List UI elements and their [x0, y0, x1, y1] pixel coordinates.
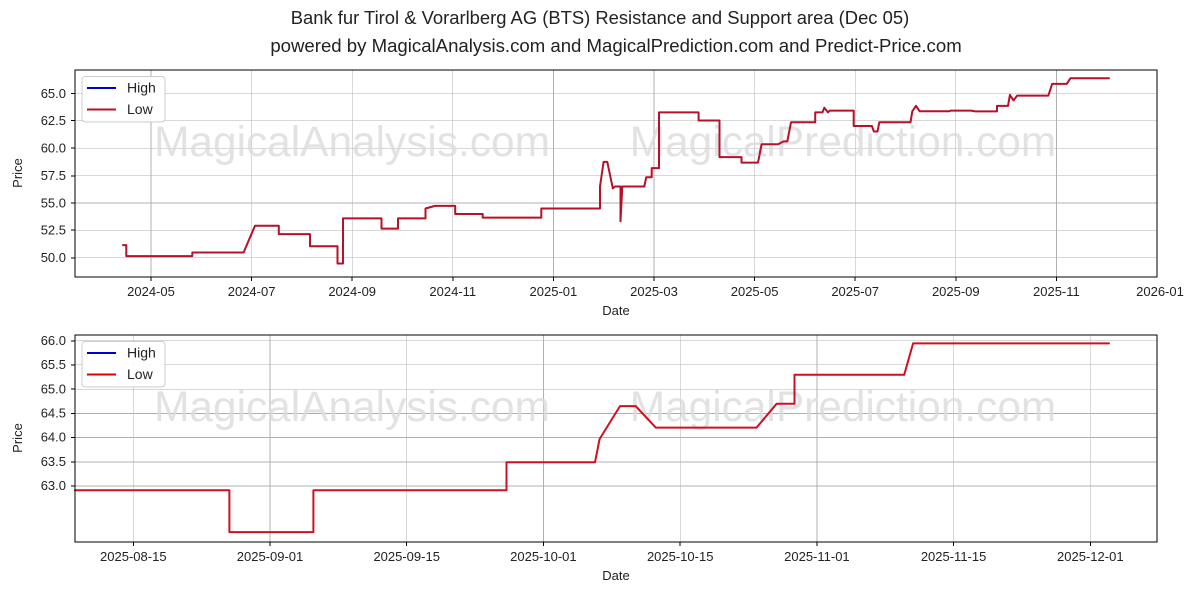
svg-text:Date: Date	[602, 568, 629, 583]
svg-text:MagicalPrediction.com: MagicalPrediction.com	[630, 383, 1056, 430]
svg-text:62.5: 62.5	[41, 113, 66, 128]
svg-text:52.5: 52.5	[41, 223, 66, 238]
svg-text:2025-11: 2025-11	[1033, 284, 1080, 299]
svg-text:2025-05: 2025-05	[731, 284, 779, 299]
svg-text:2025-10-15: 2025-10-15	[647, 549, 714, 564]
svg-text:Date: Date	[602, 303, 629, 318]
svg-text:63.5: 63.5	[41, 454, 66, 469]
svg-text:Low: Low	[127, 101, 154, 117]
svg-text:50.0: 50.0	[41, 250, 66, 265]
svg-text:65.0: 65.0	[41, 382, 66, 397]
svg-text:2025-09-15: 2025-09-15	[373, 549, 440, 564]
svg-text:2024-07: 2024-07	[228, 284, 276, 299]
svg-text:2025-12-01: 2025-12-01	[1057, 549, 1124, 564]
svg-text:2026-01: 2026-01	[1136, 284, 1184, 299]
svg-text:2025-01: 2025-01	[530, 284, 578, 299]
svg-text:2024-05: 2024-05	[127, 284, 175, 299]
svg-text:2025-11-15: 2025-11-15	[921, 549, 987, 564]
svg-text:2024-11: 2024-11	[429, 284, 476, 299]
svg-text:2025-09: 2025-09	[932, 284, 980, 299]
svg-text:65.5: 65.5	[41, 357, 66, 372]
svg-text:MagicalPrediction.com: MagicalPrediction.com	[630, 118, 1056, 165]
svg-text:57.5: 57.5	[41, 168, 66, 183]
svg-text:65.0: 65.0	[41, 86, 66, 101]
svg-text:2024-09: 2024-09	[328, 284, 376, 299]
svg-text:2025-10-01: 2025-10-01	[510, 549, 577, 564]
svg-text:64.5: 64.5	[41, 406, 66, 421]
svg-text:64.0: 64.0	[41, 430, 66, 445]
svg-text:63.0: 63.0	[41, 478, 66, 493]
svg-text:2025-07: 2025-07	[831, 284, 879, 299]
svg-text:55.0: 55.0	[41, 196, 66, 211]
svg-text:2025-08-15: 2025-08-15	[100, 549, 167, 564]
svg-text:2025-11-01: 2025-11-01	[784, 549, 850, 564]
svg-text:MagicalAnalysis.com: MagicalAnalysis.com	[154, 383, 550, 430]
svg-text:2025-09-01: 2025-09-01	[237, 549, 304, 564]
svg-text:Price: Price	[10, 423, 25, 453]
svg-text:66.0: 66.0	[41, 333, 66, 348]
svg-text:Low: Low	[127, 366, 154, 382]
svg-text:MagicalAnalysis.com: MagicalAnalysis.com	[154, 118, 550, 165]
svg-text:High: High	[127, 80, 156, 96]
svg-text:Price: Price	[10, 158, 25, 188]
svg-text:2025-03: 2025-03	[630, 284, 678, 299]
svg-text:High: High	[127, 345, 156, 361]
svg-text:60.0: 60.0	[41, 141, 66, 156]
